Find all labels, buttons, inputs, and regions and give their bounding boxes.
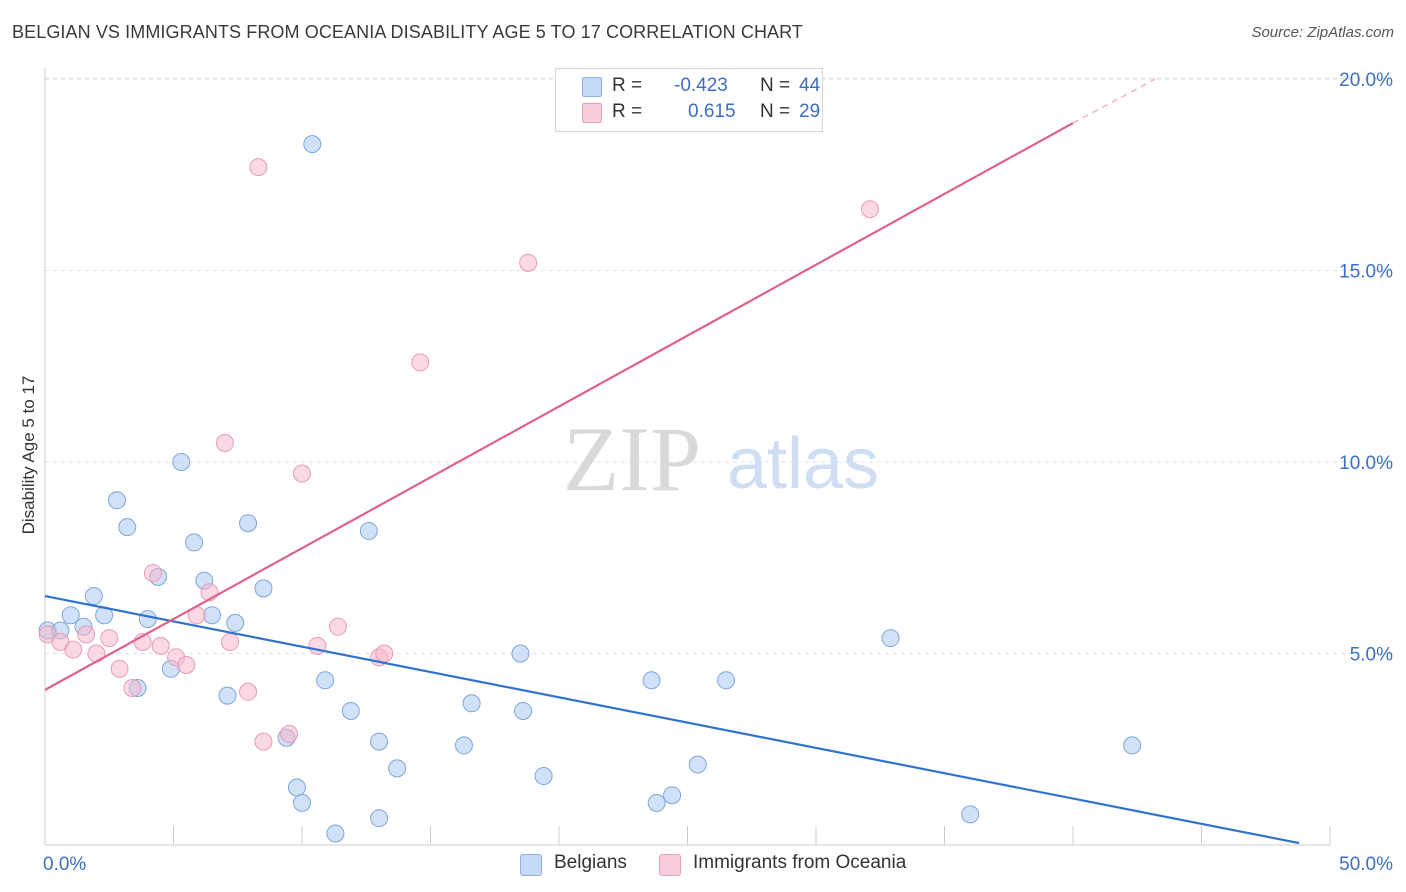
belgian-point xyxy=(388,759,407,778)
y-tick-label: 20.0% xyxy=(1339,70,1393,91)
bottom-legend-label-oceania: Immigrants from Oceania xyxy=(693,852,907,873)
oceania-point xyxy=(860,200,879,219)
chart-title: BELGIAN VS IMMIGRANTS FROM OCEANIA DISAB… xyxy=(12,22,804,42)
oceania-point xyxy=(215,433,234,452)
belgian-point xyxy=(961,805,980,824)
oceania-point xyxy=(177,655,196,674)
belgian-point xyxy=(454,736,473,755)
belgian-point xyxy=(370,732,389,751)
watermark-zip: ZIP xyxy=(563,408,701,510)
y-tick-label: 15.0% xyxy=(1339,262,1393,283)
oceania-point xyxy=(280,724,299,743)
legend-r-value-belgians: -0.423 xyxy=(674,75,728,96)
oceania-point xyxy=(249,158,268,177)
oceania-trend-extension xyxy=(1072,78,1156,124)
oceania-trend-line xyxy=(44,122,1074,691)
oceania-point xyxy=(143,564,162,583)
bottom-legend-swatch-oceania xyxy=(659,854,681,876)
oceania-point xyxy=(110,659,129,678)
oceania-point xyxy=(411,353,430,372)
oceania-point xyxy=(151,636,170,655)
legend-swatch-oceania xyxy=(582,103,602,123)
oceania-point xyxy=(221,633,240,652)
belgian-point xyxy=(642,671,661,690)
belgian-point xyxy=(534,767,553,786)
oceania-point xyxy=(100,629,119,648)
belgian-point xyxy=(303,135,322,154)
legend-r-label: R = xyxy=(612,101,643,122)
belgian-point xyxy=(107,491,126,510)
oceania-point xyxy=(254,732,273,751)
belgian-point xyxy=(1123,736,1142,755)
oceania-point xyxy=(239,682,258,701)
tick-labels: 5.0% 10.0% 15.0% 20.0% 0.0% 50.0% xyxy=(43,70,1393,875)
belgian-point xyxy=(717,671,736,690)
belgian-point xyxy=(84,587,103,606)
y-axis-label: Disability Age 5 to 17 xyxy=(19,376,38,535)
belgian-point xyxy=(218,686,237,705)
legend-r-label: R = xyxy=(612,75,643,96)
legend-r-value-oceania: 0.615 xyxy=(688,101,736,122)
watermark: ZIP atlas xyxy=(563,408,879,510)
oceania-point xyxy=(123,678,142,697)
axes xyxy=(44,68,1331,846)
belgian-point xyxy=(370,809,389,828)
belgian-point xyxy=(185,533,204,552)
belgian-point xyxy=(514,701,533,720)
oceania-point xyxy=(293,464,311,483)
oceania-point xyxy=(77,625,96,644)
oceania-point xyxy=(64,640,83,659)
belgian-point xyxy=(647,793,666,812)
legend-n-label: N = xyxy=(760,75,791,96)
belgian-point xyxy=(316,671,335,690)
legend-swatch-belgians xyxy=(582,77,602,97)
belgian-point xyxy=(293,793,311,812)
legend-n-value-oceania: 29 xyxy=(799,101,821,122)
belgian-point xyxy=(462,694,481,713)
belgian-point xyxy=(254,579,273,598)
bottom-legend-swatch-belgians xyxy=(520,854,542,876)
belgian-point xyxy=(511,644,530,663)
belgian-point xyxy=(172,453,191,471)
belgian-point xyxy=(203,606,222,625)
y-tick-label: 10.0% xyxy=(1339,453,1393,474)
belgian-trend-line xyxy=(44,594,1300,845)
belgian-point xyxy=(138,610,157,629)
belgian-point xyxy=(359,521,378,540)
x-tick-label: 0.0% xyxy=(43,854,86,875)
oceania-point xyxy=(328,617,347,636)
trend-lines xyxy=(44,78,1300,845)
x-tick-label: 50.0% xyxy=(1339,854,1393,875)
source-label: Source: ZipAtlas.com xyxy=(1251,24,1394,41)
stats-legend: R = -0.423 N = 44 R = 0.615 N = 29 xyxy=(555,68,823,132)
legend-n-value-belgians: 44 xyxy=(799,75,821,96)
oceania-point xyxy=(519,253,538,272)
belgian-point xyxy=(118,518,137,537)
oceania-point xyxy=(375,644,394,663)
y-tick-label: 5.0% xyxy=(1350,645,1393,666)
watermark-atlas: atlas xyxy=(727,424,879,504)
legend-n-label: N = xyxy=(760,101,791,122)
belgian-point xyxy=(663,786,682,805)
belgian-point xyxy=(226,613,245,632)
belgian-point xyxy=(239,514,258,533)
belgian-point xyxy=(881,629,900,648)
bottom-legend-label-belgians: Belgians xyxy=(554,852,627,873)
belgian-point xyxy=(326,824,345,843)
gridlines xyxy=(45,77,1390,654)
belgian-point xyxy=(61,606,80,625)
belgian-point xyxy=(688,755,707,774)
belgian-point xyxy=(341,701,360,720)
belgian-point xyxy=(287,778,306,797)
